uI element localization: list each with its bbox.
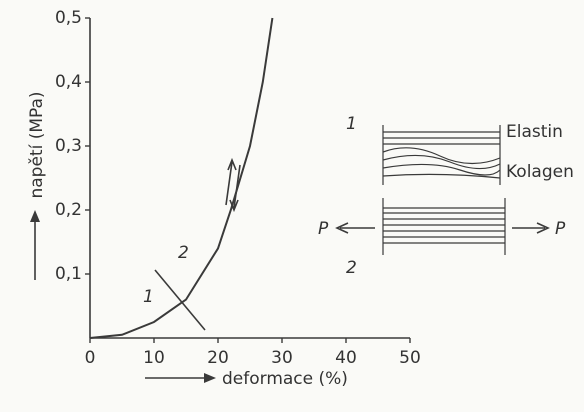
x-axis-title: deformace (%) <box>222 369 348 389</box>
curve <box>89 17 274 339</box>
force-arrow <box>335 222 375 234</box>
load-arrow <box>225 157 237 206</box>
x-arrow-head <box>204 373 216 383</box>
x-tick-label: 40 <box>335 348 357 368</box>
fiber-bundle-1 <box>382 125 501 185</box>
inset-label: Elastin <box>506 122 563 142</box>
cross-line <box>154 269 206 331</box>
x-tick-label: 10 <box>143 348 165 368</box>
y-tick-label: 0,5 <box>55 8 82 28</box>
y-tick-label: 0,2 <box>55 200 82 220</box>
x-tick-label: 30 <box>271 348 293 368</box>
x-tick-label: 0 <box>85 348 96 368</box>
region-label: 1 <box>143 287 154 307</box>
y-tick-label: 0,4 <box>55 72 82 92</box>
inset-label: 2 <box>346 258 357 278</box>
x-tick-label: 20 <box>207 348 229 368</box>
inset-label: Kolagen <box>506 162 574 182</box>
y-tick-label: 0,3 <box>55 136 82 156</box>
inset-label: P <box>318 219 329 239</box>
y-axis-title: napětí (MPa) <box>27 91 47 198</box>
y-tick-label: 0,1 <box>55 264 82 284</box>
region-label: 2 <box>178 243 189 263</box>
y-arrow-head <box>30 210 40 222</box>
force-arrow <box>512 222 550 234</box>
fiber-bundle-2 <box>382 198 506 255</box>
inset-label: 1 <box>346 114 357 134</box>
x-tick-label: 50 <box>399 348 421 368</box>
inset-label: P <box>555 219 566 239</box>
